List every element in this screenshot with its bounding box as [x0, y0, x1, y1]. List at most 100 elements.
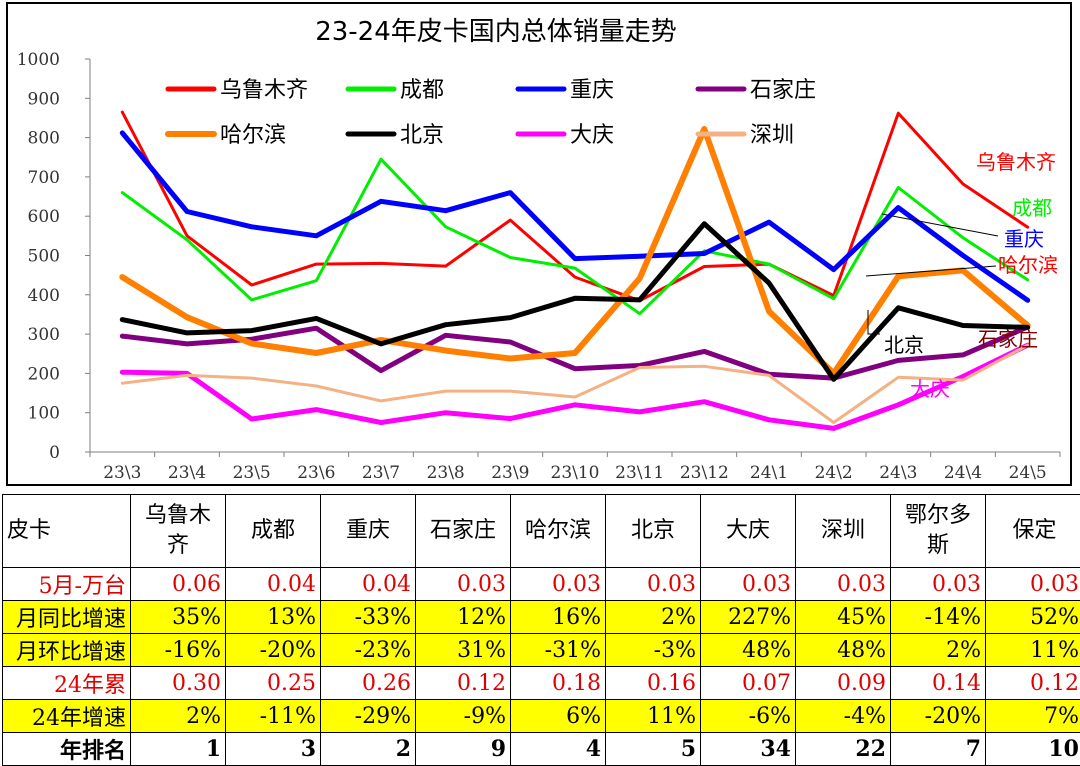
y-tick-label: 0	[49, 443, 60, 463]
table-cell: 0.03	[416, 568, 511, 601]
legend-label: 哈尔滨	[220, 123, 286, 148]
legend-label: 重庆	[570, 78, 614, 103]
table-cell: 0.30	[131, 667, 226, 700]
table-cell: 13%	[226, 601, 321, 634]
series-line-7	[122, 345, 1027, 428]
row-label: 月同比增速	[3, 601, 131, 634]
table-cell: 227%	[701, 601, 796, 634]
row-label: 月环比增速	[3, 634, 131, 667]
table-cell: 0.14	[891, 667, 986, 700]
table-cell: -11%	[226, 700, 321, 733]
y-tick-label: 500	[28, 247, 60, 267]
table-cell: 12%	[416, 601, 511, 634]
table-row: 月环比增速-16%-20%-23%31%-31%-3%48%48%2%11%	[3, 634, 1080, 667]
x-tick-label: 23\12	[680, 463, 729, 483]
column-header: 哈尔滨	[511, 495, 606, 568]
sales-line-chart: 23-24年皮卡国内总体销量走势010020030040050060070080…	[8, 4, 1070, 484]
table-header-row: 皮卡乌鲁木齐成都重庆石家庄哈尔滨北京大庆深圳鄂尔多斯保定	[3, 495, 1080, 568]
side-label: 北京	[884, 333, 924, 357]
y-tick-label: 900	[28, 89, 60, 109]
x-tick-label: 23\11	[615, 463, 664, 483]
y-tick-label: 600	[28, 207, 60, 227]
column-header: 石家庄	[416, 495, 511, 568]
table-cell: 0.07	[701, 667, 796, 700]
side-label: 重庆	[1004, 227, 1044, 251]
x-tick-label: 23\7	[362, 463, 400, 483]
table-cell: 35%	[131, 601, 226, 634]
table-cell: 7	[891, 733, 986, 766]
x-tick-label: 23\4	[168, 463, 206, 483]
table-cell: 11%	[606, 700, 701, 733]
table-cell: 1	[131, 733, 226, 766]
column-header: 大庆	[701, 495, 796, 568]
table-cell: -29%	[321, 700, 416, 733]
table-cell: 0.26	[321, 667, 416, 700]
column-header: 乌鲁木齐	[131, 495, 226, 568]
table-cell: 2%	[131, 700, 226, 733]
table-cell: -4%	[796, 700, 891, 733]
row-label: 24年增速	[3, 700, 131, 733]
table-cell: 0.03	[891, 568, 986, 601]
row-label: 年排名	[3, 733, 131, 766]
column-header: 保定	[986, 495, 1080, 568]
table-cell: 0.18	[511, 667, 606, 700]
table-cell: 2%	[606, 601, 701, 634]
table-cell: 0.04	[321, 568, 416, 601]
table-cell: 22	[796, 733, 891, 766]
legend-label: 深圳	[750, 123, 794, 148]
column-header: 鄂尔多斯	[891, 495, 986, 568]
table-cell: 0.03	[796, 568, 891, 601]
legend-label: 北京	[400, 123, 444, 148]
table-cell: 16%	[511, 601, 606, 634]
row-label: 24年累	[3, 667, 131, 700]
table-cell: 0.12	[416, 667, 511, 700]
table-cell: 10	[986, 733, 1080, 766]
x-tick-label: 23\6	[297, 463, 335, 483]
x-tick-label: 24\5	[1009, 463, 1047, 483]
table-cell: -16%	[131, 634, 226, 667]
table-cell: -33%	[321, 601, 416, 634]
y-tick-label: 300	[28, 325, 60, 345]
side-label: 成都	[1012, 196, 1052, 220]
chart-title: 23-24年皮卡国内总体销量走势	[315, 17, 677, 47]
table-cell: 0.09	[796, 667, 891, 700]
x-tick-label: 23\8	[427, 463, 465, 483]
table-cell: -14%	[891, 601, 986, 634]
x-tick-label: 24\2	[815, 463, 853, 483]
table-cell: 5	[606, 733, 701, 766]
side-label: 乌鲁木齐	[976, 150, 1056, 174]
legend-label: 石家庄	[750, 78, 816, 103]
x-tick-label: 23\9	[491, 463, 529, 483]
column-header: 成都	[226, 495, 321, 568]
table-cell: 0.03	[511, 568, 606, 601]
table-cell: -6%	[701, 700, 796, 733]
table-cell: -20%	[226, 634, 321, 667]
table-cell: 0.06	[131, 568, 226, 601]
table-cell: 52%	[986, 601, 1080, 634]
legend-label: 乌鲁木齐	[220, 78, 308, 103]
table-cell: 6%	[511, 700, 606, 733]
table-cell: 0.03	[986, 568, 1080, 601]
y-tick-label: 1000	[17, 50, 60, 70]
legend-label: 成都	[400, 78, 444, 103]
table-corner-cell: 皮卡	[3, 495, 131, 568]
side-label: 大庆	[910, 377, 950, 401]
row-label: 5月-万台	[3, 568, 131, 601]
table-cell: 48%	[701, 634, 796, 667]
column-header: 深圳	[796, 495, 891, 568]
table-cell: -3%	[606, 634, 701, 667]
table-cell: 0.04	[226, 568, 321, 601]
table-cell: 2%	[891, 634, 986, 667]
x-tick-label: 24\4	[944, 463, 982, 483]
table-cell: 31%	[416, 634, 511, 667]
x-tick-label: 23\5	[233, 463, 271, 483]
table-cell: 11%	[986, 634, 1080, 667]
column-header: 北京	[606, 495, 701, 568]
y-tick-label: 100	[28, 404, 60, 424]
